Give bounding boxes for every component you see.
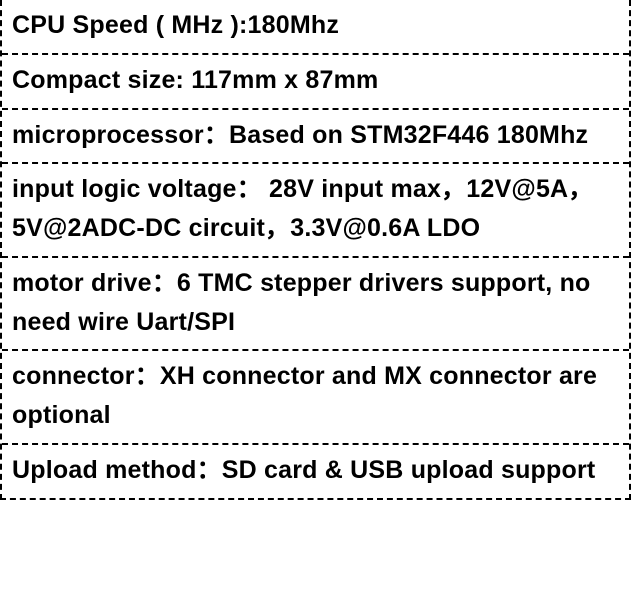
spec-row: Compact size: 117mm x 87mm — [2, 53, 629, 108]
spec-table: CPU Speed ( MHz ):180Mhz Compact size: 1… — [0, 0, 631, 500]
spec-row: motor drive：6 TMC stepper drivers suppor… — [2, 256, 629, 350]
spec-row: CPU Speed ( MHz ):180Mhz — [2, 0, 629, 53]
spec-row: Upload method：SD card & USB upload suppo… — [2, 443, 629, 498]
spec-row: connector：XH connector and MX connector … — [2, 349, 629, 443]
spec-row: microprocessor：Based on STM32F446 180Mhz — [2, 108, 629, 163]
spec-row: input logic voltage： 28V input max，12V@5… — [2, 162, 629, 256]
